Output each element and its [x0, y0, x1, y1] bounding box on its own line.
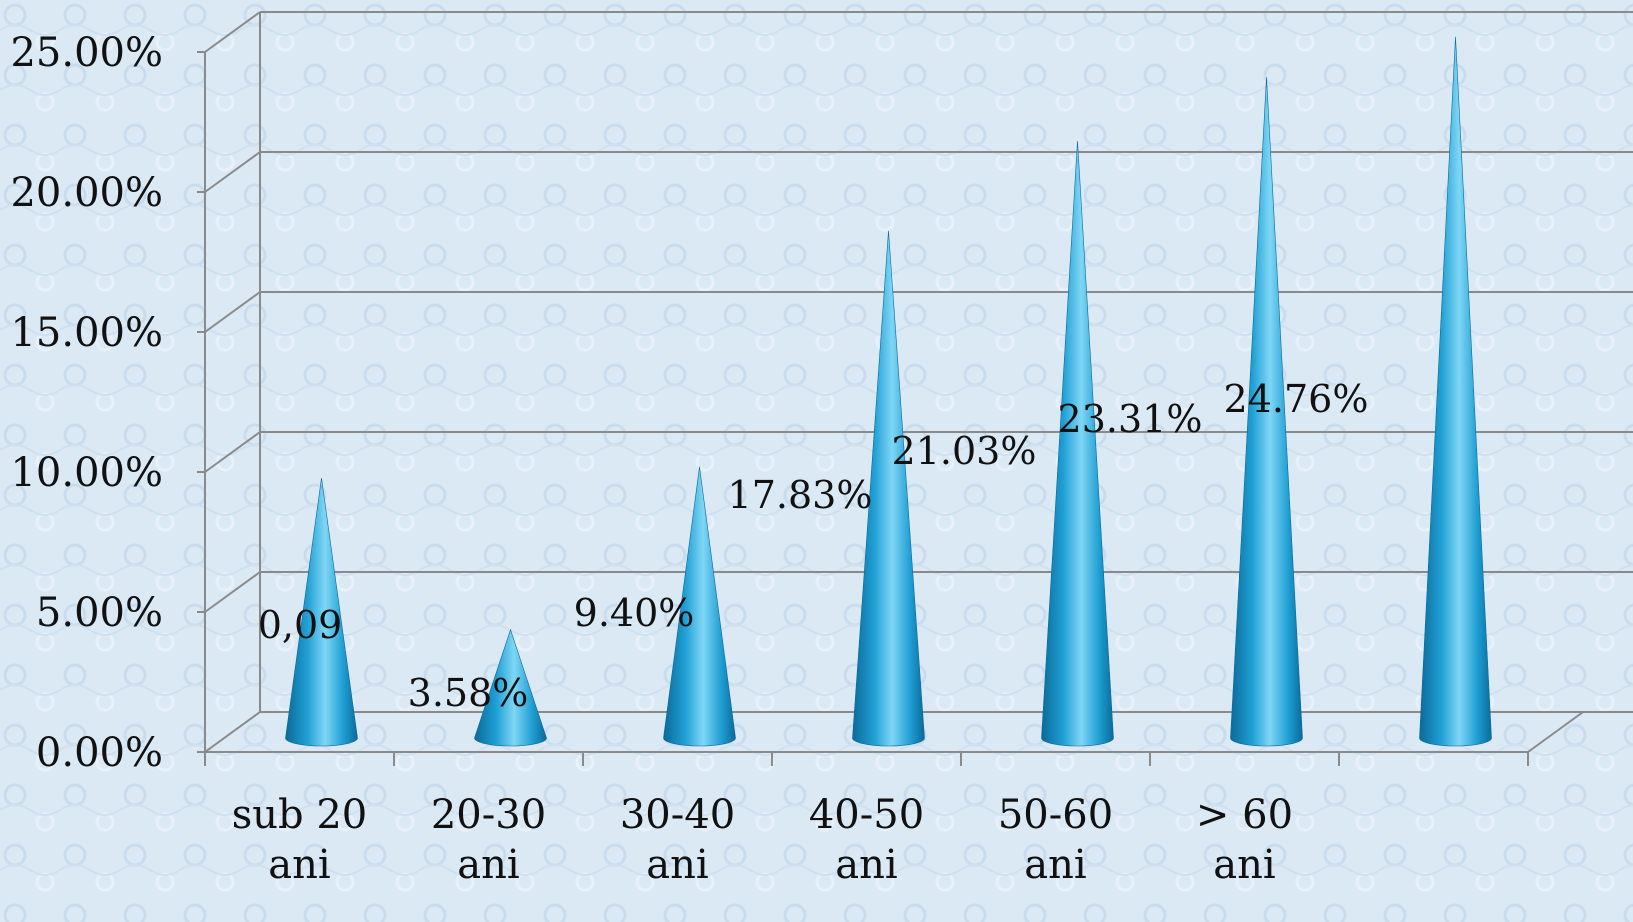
cone: [474, 628, 547, 747]
floor-edge: [1527, 711, 1584, 753]
x-tick-label: ani: [1024, 842, 1086, 888]
x-tick-label: 30-40: [620, 792, 735, 838]
data-label: 21.03%: [892, 429, 1037, 473]
x-tick-label: 20-30: [431, 792, 546, 838]
y-axis-ticks: 0.00% 5.00% 10.00% 15.00% 20.00% 25.00%: [10, 30, 205, 776]
gridline-depth: [204, 711, 261, 753]
x-tick-label: 40-50: [809, 792, 924, 838]
y-tick-label: 0.00%: [36, 730, 163, 776]
x-tick-label: sub 20: [232, 792, 368, 838]
cone-body: [474, 628, 547, 747]
data-label: 9.40%: [574, 591, 695, 635]
y-tick-label: 20.00%: [10, 170, 163, 216]
cone: [663, 466, 736, 747]
cone-body: [663, 466, 736, 747]
gridline-depth: [204, 571, 261, 613]
cone-body: [1419, 36, 1492, 747]
cone-body: [852, 230, 925, 747]
data-label: 3.58%: [408, 671, 529, 715]
x-tick-label: > 60: [1196, 792, 1293, 838]
cone: [1041, 141, 1114, 747]
data-label: 23.31%: [1058, 397, 1203, 441]
cone-body: [1041, 141, 1114, 747]
gridline-depth: [204, 431, 261, 473]
x-tick-label: ani: [1213, 842, 1275, 888]
gridline-depth: [204, 11, 261, 53]
data-labels: 0,09 3.58% 9.40% 17.83% 21.03% 23.31% 24.76%: [258, 377, 1369, 715]
x-tick-label: ani: [835, 842, 897, 888]
cone: [852, 230, 925, 747]
axes: [204, 12, 1584, 753]
data-label: 24.76%: [1224, 377, 1369, 421]
cone-body: [1230, 77, 1303, 747]
x-axis-ticks: sub 20ani20-30ani30-40ani40-50ani50-60an…: [204, 752, 1529, 888]
y-tick-label: 10.00%: [10, 450, 163, 496]
x-tick-label: 50-60: [998, 792, 1113, 838]
y-tick-label: 15.00%: [10, 310, 163, 356]
x-tick-label: ani: [268, 842, 330, 888]
y-tick-label: 25.00%: [10, 30, 163, 76]
cone: [285, 477, 358, 747]
gridline-depth: [204, 291, 261, 333]
cone-body: [285, 477, 358, 747]
cone: [1419, 36, 1492, 747]
gridline-depth: [204, 151, 261, 193]
x-tick-label: ani: [646, 842, 708, 888]
x-tick-label: ani: [457, 842, 519, 888]
data-label: 0,09: [258, 603, 343, 647]
y-tick-label: 5.00%: [36, 590, 163, 636]
cone: [1230, 77, 1303, 747]
data-label: 17.83%: [728, 473, 873, 517]
cone-series: [285, 36, 1492, 747]
